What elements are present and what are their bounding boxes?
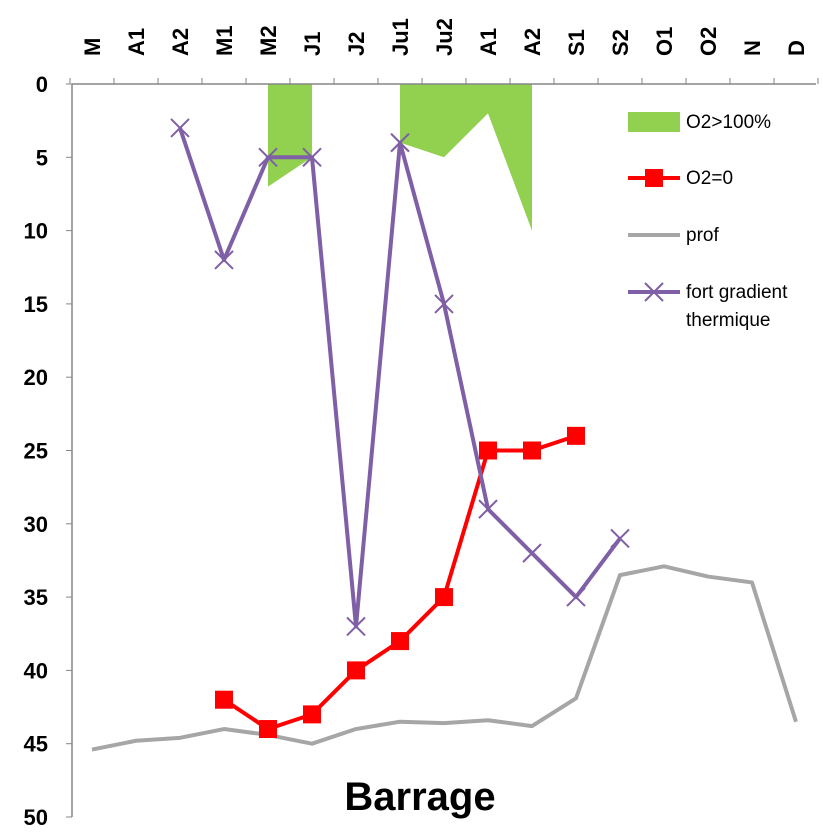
gradient-point [170, 118, 190, 138]
gradient-point [302, 147, 322, 168]
gradient-point-stroke [302, 147, 322, 168]
x-tick-label: D [784, 40, 809, 56]
x-tick-label: A1 [124, 28, 149, 56]
legend-label: thermique [686, 310, 771, 331]
y-tick-label: 20 [24, 365, 48, 390]
x-tick-label: Ju1 [388, 18, 413, 56]
o2-zero-point [215, 690, 233, 709]
x-tick-label: J2 [344, 32, 369, 56]
chart-title: Barrage [344, 775, 495, 819]
o2-zero-point [435, 588, 453, 607]
legend-label: O2>100% [686, 112, 771, 133]
x-tick-label: N [740, 40, 765, 56]
gradient-line [178, 127, 622, 629]
area-segment [400, 84, 532, 231]
y-tick-label: 35 [24, 585, 48, 610]
x-tick-label: A2 [168, 28, 193, 56]
legend-label: fort gradient [686, 282, 788, 303]
gradient-point-stroke [434, 294, 454, 314]
lines-layer [91, 118, 798, 752]
y-tick-labels: 0 5 10 15 20 25 30 35 40 45 50 [24, 72, 48, 830]
legend-label: prof [686, 225, 719, 246]
x-tick-label: O1 [652, 27, 677, 56]
o2-zero-point [259, 720, 277, 739]
gradient-point-stroke [390, 132, 410, 153]
gradient-point [522, 543, 542, 563]
gradient-point-stroke [258, 147, 278, 168]
legend-item: fort gradient thermique [628, 282, 788, 331]
gradient-point [258, 147, 278, 168]
gradient-point-stroke [566, 587, 586, 607]
x-tick-label: A2 [520, 28, 545, 56]
y-tick-label: 30 [24, 512, 48, 537]
gradient-point [610, 528, 630, 549]
x-tick-label: A1 [476, 28, 501, 56]
o2-zero-line [222, 433, 577, 732]
gradient-point [478, 499, 498, 519]
x-tick-label: M1 [212, 25, 237, 56]
legend-item: prof [628, 225, 719, 246]
gradient-point-stroke [170, 118, 190, 138]
gradient-point-stroke [346, 616, 366, 637]
legend-item: O2=0 [628, 168, 733, 189]
o2-zero-point [567, 426, 585, 445]
o2-zero-point [523, 441, 541, 460]
o2-zero-point [303, 705, 321, 724]
x-tick-label: S1 [564, 29, 589, 56]
y-tick-label: 45 [24, 732, 48, 757]
gradient-point-stroke [610, 528, 630, 549]
legend-item: O2>100% [628, 112, 771, 133]
gradient-point [390, 132, 410, 153]
y-tick-label: 10 [24, 219, 48, 244]
legend: O2>100% O2=0 prof fort gradient thermique [628, 112, 788, 331]
area-layer [268, 84, 532, 231]
legend-marker [645, 169, 663, 187]
legend-marker [644, 282, 664, 302]
x-tick-label: M [80, 38, 105, 56]
area-segment [268, 84, 312, 187]
x-tick-label: J1 [300, 32, 325, 56]
gradient-point [214, 250, 234, 270]
o2-zero-point [479, 441, 497, 460]
x-tick-label: O2 [696, 27, 721, 56]
y-tick-label: 0 [36, 72, 48, 97]
x-tick-label: Ju2 [432, 18, 457, 56]
legend-label: O2=0 [686, 168, 733, 189]
gradient-point-stroke [478, 499, 498, 519]
legend-swatch [628, 112, 680, 132]
x-tick-label: S2 [608, 29, 633, 56]
prof-line [91, 564, 798, 752]
gradient-point-stroke [522, 543, 542, 563]
y-tick-label: 25 [24, 439, 48, 464]
axes-layer [66, 78, 819, 818]
y-tick-label: 5 [36, 145, 48, 170]
y-tick-label: 40 [24, 658, 48, 683]
o2-zero-point [347, 661, 365, 680]
gradient-point [346, 616, 366, 637]
gradient-point [434, 294, 454, 314]
y-tick-label: 15 [24, 292, 48, 317]
y-tick-label: 50 [24, 805, 48, 830]
gradient-point-stroke [214, 250, 234, 270]
o2-zero-point [391, 632, 409, 651]
x-tick-label: M2 [256, 25, 281, 56]
x-tick-labels: M A1 A2 M1 M2 J1 J2 Ju1 Ju2 A1 A2 S1 S2 O1 O2 N D [80, 18, 809, 56]
gradient-point [566, 587, 586, 607]
